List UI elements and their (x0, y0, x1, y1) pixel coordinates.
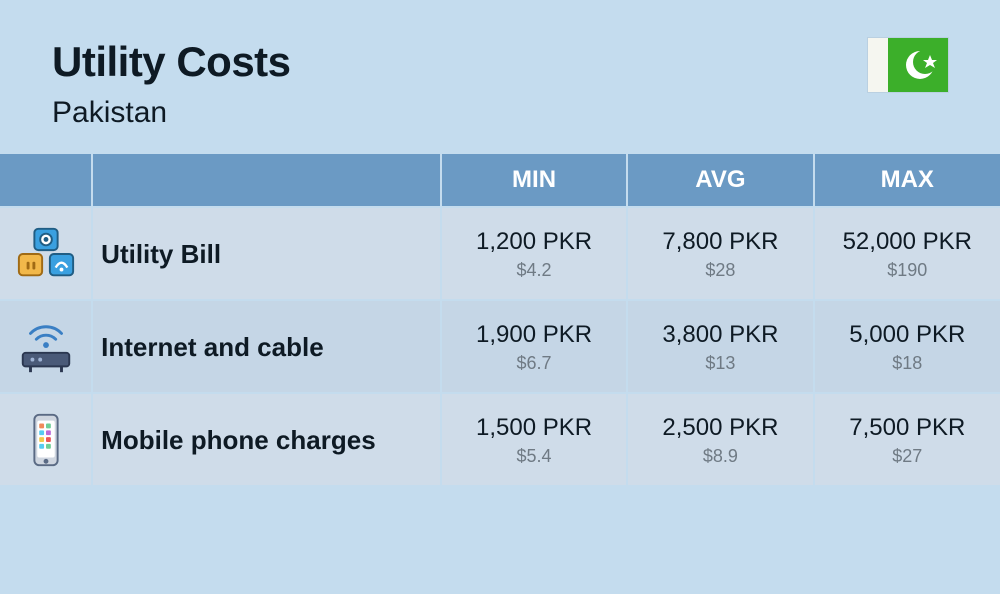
title-block: Utility Costs Pakistan (52, 38, 291, 130)
th-icon (0, 154, 92, 207)
value-usd: $27 (815, 446, 1000, 467)
value-pkr: 5,000 PKR (815, 321, 1000, 349)
value-usd: $28 (628, 260, 812, 281)
value-pkr: 7,800 PKR (628, 228, 812, 256)
header: Utility Costs Pakistan (0, 0, 1000, 154)
table-header-row: MIN AVG MAX (0, 154, 1000, 207)
value-usd: $5.4 (442, 446, 626, 467)
page-subtitle: Pakistan (52, 96, 291, 130)
cell-min: 1,500 PKR $5.4 (441, 393, 627, 485)
row-label: Internet and cable (92, 300, 441, 393)
cell-max: 52,000 PKR $190 (814, 207, 1000, 300)
value-usd: $13 (628, 353, 812, 374)
table-row: Mobile phone charges 1,500 PKR $5.4 2,50… (0, 393, 1000, 485)
th-max: MAX (814, 154, 1000, 207)
value-usd: $8.9 (628, 446, 812, 467)
value-usd: $6.7 (442, 353, 626, 374)
value-pkr: 2,500 PKR (628, 414, 812, 442)
row-label: Utility Bill (92, 207, 441, 300)
table-row: Utility Bill 1,200 PKR $4.2 7,800 PKR $2… (0, 207, 1000, 300)
page-title: Utility Costs (52, 38, 291, 86)
cell-min: 1,200 PKR $4.2 (441, 207, 627, 300)
value-pkr: 52,000 PKR (815, 228, 1000, 256)
phone-icon (0, 393, 92, 485)
cell-avg: 7,800 PKR $28 (627, 207, 813, 300)
value-pkr: 1,900 PKR (442, 321, 626, 349)
router-icon (0, 300, 92, 393)
value-usd: $18 (815, 353, 1000, 374)
cell-max: 7,500 PKR $27 (814, 393, 1000, 485)
pakistan-flag-icon (868, 38, 948, 92)
th-min: MIN (441, 154, 627, 207)
value-usd: $190 (815, 260, 1000, 281)
th-label (92, 154, 441, 207)
value-pkr: 7,500 PKR (815, 414, 1000, 442)
cell-avg: 3,800 PKR $13 (627, 300, 813, 393)
th-avg: AVG (627, 154, 813, 207)
value-pkr: 1,200 PKR (442, 228, 626, 256)
cell-avg: 2,500 PKR $8.9 (627, 393, 813, 485)
cell-max: 5,000 PKR $18 (814, 300, 1000, 393)
cell-min: 1,900 PKR $6.7 (441, 300, 627, 393)
table-row: Internet and cable 1,900 PKR $6.7 3,800 … (0, 300, 1000, 393)
value-pkr: 3,800 PKR (628, 321, 812, 349)
value-usd: $4.2 (442, 260, 626, 281)
row-label: Mobile phone charges (92, 393, 441, 485)
value-pkr: 1,500 PKR (442, 414, 626, 442)
utilities-icon (0, 207, 92, 300)
utility-costs-table: MIN AVG MAX Utility Bill (0, 154, 1000, 485)
